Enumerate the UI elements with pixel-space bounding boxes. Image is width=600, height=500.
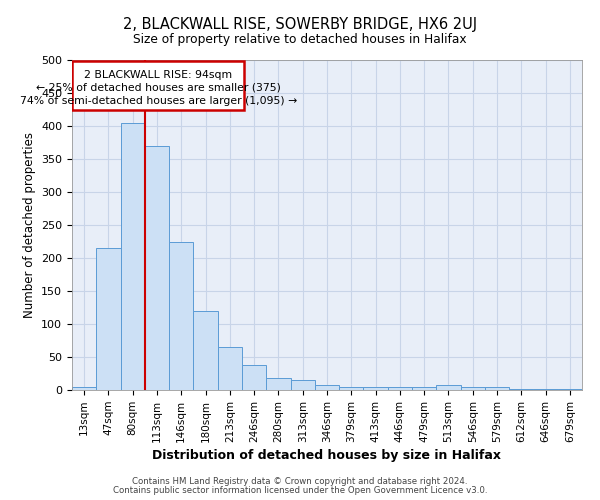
Text: ← 25% of detached houses are smaller (375): ← 25% of detached houses are smaller (37… [36,83,281,93]
Bar [485,386,509,390]
Text: 74% of semi-detached houses are larger (1,095) →: 74% of semi-detached houses are larger (… [20,96,297,106]
Bar [193,311,218,390]
Bar [436,384,461,390]
Bar [509,388,533,390]
Text: Size of property relative to detached houses in Halifax: Size of property relative to detached ho… [133,32,467,46]
Bar [121,122,145,390]
Bar [558,388,582,390]
Bar [461,386,485,390]
Bar [290,380,315,390]
Bar [72,386,96,390]
Text: 2 BLACKWALL RISE: 94sqm: 2 BLACKWALL RISE: 94sqm [85,70,233,80]
Bar [73,62,244,110]
Bar [533,388,558,390]
Bar [364,386,388,390]
Bar [96,248,121,390]
Text: 2, BLACKWALL RISE, SOWERBY BRIDGE, HX6 2UJ: 2, BLACKWALL RISE, SOWERBY BRIDGE, HX6 2… [123,18,477,32]
Bar [339,386,364,390]
Text: Contains HM Land Registry data © Crown copyright and database right 2024.: Contains HM Land Registry data © Crown c… [132,477,468,486]
Text: Contains public sector information licensed under the Open Government Licence v3: Contains public sector information licen… [113,486,487,495]
Bar [412,386,436,390]
Bar [218,347,242,390]
Bar [169,242,193,390]
Y-axis label: Number of detached properties: Number of detached properties [23,132,35,318]
Bar [242,365,266,390]
X-axis label: Distribution of detached houses by size in Halifax: Distribution of detached houses by size … [152,449,502,462]
Bar [145,146,169,390]
Bar [388,386,412,390]
Bar [315,384,339,390]
Bar [266,378,290,390]
